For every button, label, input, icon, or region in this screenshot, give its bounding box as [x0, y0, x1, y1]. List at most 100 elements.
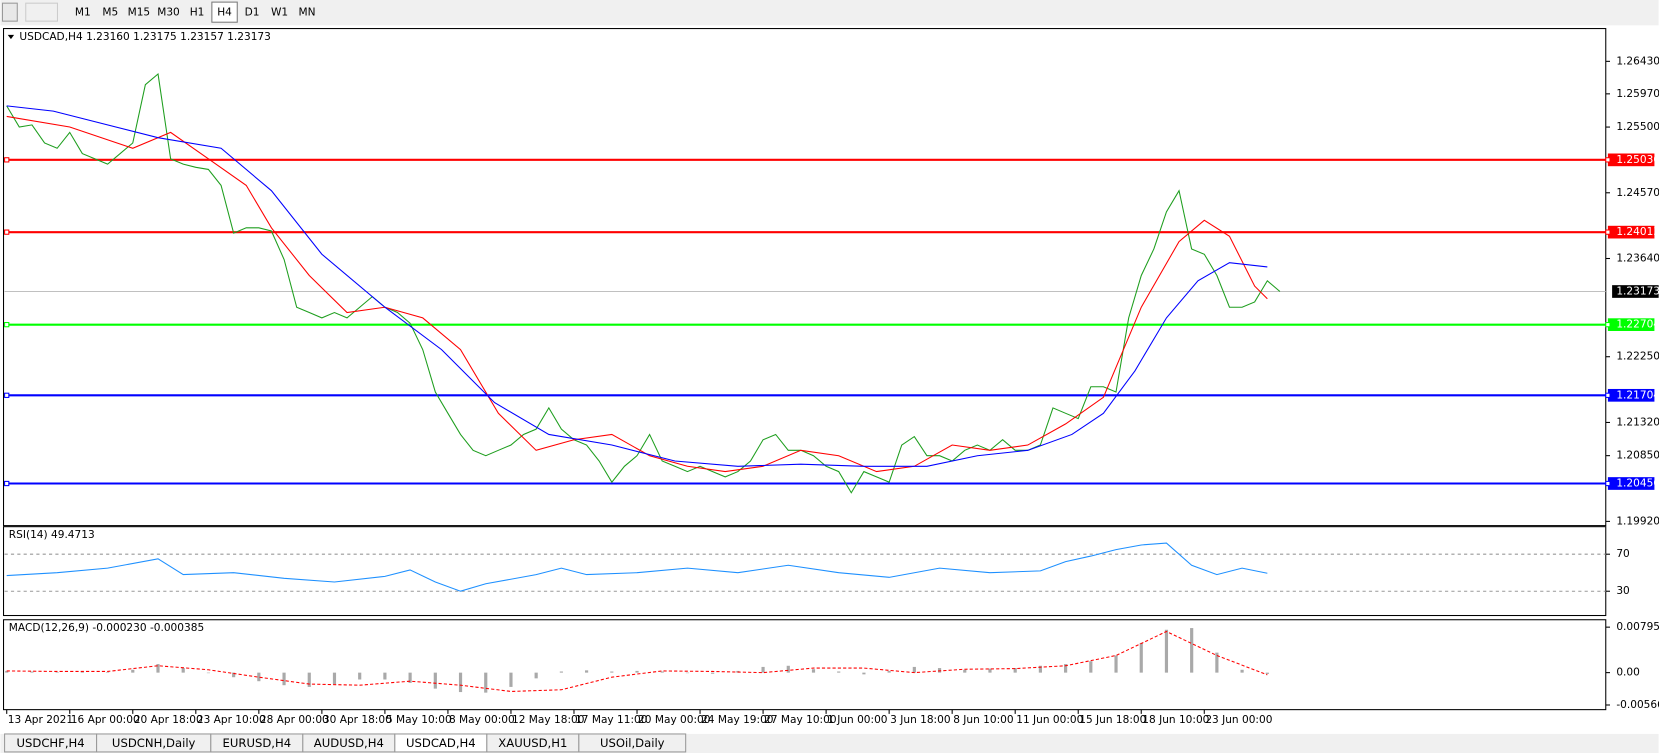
level-handle — [4, 157, 10, 163]
timeframe-label[interactable]: H1 — [190, 7, 205, 19]
tab-label[interactable]: AUDUSD,H4 — [314, 736, 384, 750]
x-tick-label: 11 Jun 00:00 — [1016, 714, 1083, 726]
tool-button[interactable] — [1, 2, 18, 22]
chart-window — [0, 25, 1659, 734]
histogram-bar — [1240, 669, 1244, 673]
y-tick-label: 1.25500 — [1616, 121, 1659, 133]
y-tick-label: 1.24570 — [1616, 187, 1659, 199]
level-handle — [1605, 229, 1611, 235]
timeframe-label[interactable]: W1 — [271, 7, 288, 19]
timeframe-label[interactable]: M5 — [102, 7, 118, 19]
x-tick-label: 17 May 11:00 — [575, 714, 648, 726]
level-handle — [1605, 157, 1611, 163]
timeframe-button[interactable] — [183, 1, 211, 23]
histogram-bar — [711, 672, 715, 674]
histogram-bar — [1139, 642, 1143, 673]
last-price-label: 1.23173 — [1616, 286, 1659, 298]
timeframe-button[interactable] — [211, 1, 238, 23]
histogram-bar — [1013, 668, 1017, 673]
histogram-bar — [1164, 629, 1169, 673]
timeframe-label[interactable]: MN — [299, 7, 316, 19]
histogram-bar — [206, 672, 211, 674]
histogram-bar — [131, 669, 135, 673]
timeframe-label[interactable]: M30 — [157, 7, 180, 19]
timeframe-button[interactable] — [69, 1, 97, 23]
histogram-bar — [559, 671, 563, 673]
tab-label[interactable]: XAUUSD,H1 — [498, 736, 567, 750]
histogram-bar — [585, 670, 589, 673]
histogram-bar — [181, 668, 185, 673]
x-tick-label: 23 Apr 10:00 — [197, 714, 266, 726]
x-tick-label: 5 May 10:00 — [386, 714, 452, 726]
panel-title: MACD(12,26,9) -0.000230 -0.000385 — [9, 622, 204, 634]
tab[interactable] — [578, 733, 687, 753]
histogram-bar — [1038, 665, 1042, 673]
tool-button[interactable] — [25, 2, 58, 22]
main-panel-frame — [2, 28, 1607, 527]
y-tick-label: 1.23640 — [1616, 253, 1659, 265]
timeframe-label[interactable]: D1 — [245, 7, 260, 19]
x-tick-label: 30 Apr 18:00 — [323, 714, 392, 726]
timeframe-label[interactable]: M15 — [128, 7, 151, 19]
level-handle — [4, 480, 10, 487]
x-tick-label: 8 May 00:00 — [449, 714, 515, 726]
x-tick-label: 28 Apr 00:00 — [260, 714, 329, 726]
series-line — [6, 73, 1281, 494]
timeframe-button[interactable] — [293, 1, 321, 23]
tab-label[interactable]: USOil,Daily — [600, 736, 665, 750]
histogram-bar — [433, 672, 437, 689]
level-handle — [1605, 322, 1611, 328]
tab-label[interactable]: EURUSD,H4 — [223, 736, 292, 750]
level-handle — [4, 229, 10, 235]
histogram-bar — [30, 671, 34, 673]
timeframe-button[interactable] — [124, 1, 154, 23]
level-label: 1.24013 — [1616, 226, 1659, 238]
histogram-bar — [1064, 664, 1068, 673]
tab-label[interactable]: USDCHF,H4 — [16, 736, 84, 750]
timeframe-button[interactable] — [266, 1, 293, 23]
histogram-bar — [257, 672, 261, 682]
tab-label[interactable]: USDCAD,H4 — [406, 736, 476, 750]
histogram-bar — [1215, 652, 1219, 673]
timeframe-label[interactable]: M1 — [75, 7, 91, 19]
level-handle — [1605, 480, 1611, 487]
y-tick-label: 1.20850 — [1616, 450, 1659, 462]
timeframe-button[interactable] — [238, 1, 266, 23]
x-tick-label: 23 Jun 00:00 — [1205, 714, 1272, 726]
histogram-bar — [307, 672, 311, 687]
y-tick-label: 30 — [1616, 585, 1630, 597]
level-label: 1.21704 — [1616, 389, 1659, 401]
x-tick-label: 15 Jun 18:00 — [1079, 714, 1146, 726]
menu-arrow — [7, 34, 15, 40]
histogram-bar — [963, 669, 967, 673]
panel-title: RSI(14) 49.4713 — [9, 529, 95, 541]
histogram-bar — [761, 666, 765, 673]
timeframe-label[interactable]: H4 — [217, 7, 232, 19]
histogram-bar — [332, 672, 337, 685]
histogram-bar — [282, 672, 286, 686]
y-tick-label: 1.25970 — [1616, 88, 1659, 100]
series-line — [6, 105, 1268, 467]
y-tick-label: 1.26430 — [1616, 55, 1659, 67]
x-tick-label: 3 Jun 18:00 — [890, 714, 951, 726]
x-tick-label: 12 May 18:00 — [512, 714, 585, 726]
series-line — [6, 630, 1268, 692]
histogram-bar — [837, 671, 841, 673]
x-tick-label: 8 Jun 10:00 — [953, 714, 1014, 726]
histogram-bar — [383, 672, 387, 680]
histogram-bar — [156, 664, 160, 673]
histogram-bar — [610, 671, 614, 673]
panel-title: USDCAD,H4 1.23160 1.23175 1.23157 1.2317… — [19, 31, 270, 43]
x-tick-label: 20 May 00:00 — [638, 714, 711, 726]
timeframe-button[interactable] — [97, 1, 124, 23]
level-box — [1607, 477, 1655, 490]
histogram-bar — [408, 672, 412, 683]
tab-label[interactable]: USDCNH,Daily — [112, 736, 196, 750]
rsi-panel-frame — [2, 526, 1607, 617]
histogram-bar — [458, 672, 463, 693]
level-label: 1.25036 — [1616, 154, 1659, 166]
macd-panel-frame — [2, 619, 1607, 711]
timeframe-button[interactable] — [154, 1, 183, 23]
histogram-bar — [786, 665, 790, 673]
x-tick-label: 20 Apr 18:00 — [134, 714, 203, 726]
